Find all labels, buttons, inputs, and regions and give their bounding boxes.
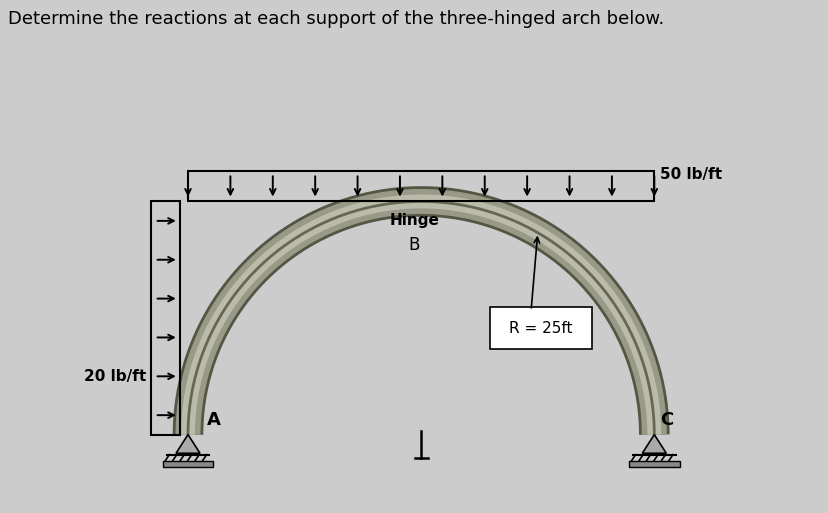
Text: Determine the reactions at each support of the three-hinged arch below.: Determine the reactions at each support … <box>8 10 664 28</box>
Text: R = 25ft: R = 25ft <box>508 321 572 336</box>
FancyBboxPatch shape <box>489 307 592 349</box>
Text: Hinge: Hinge <box>389 213 439 228</box>
Text: B: B <box>408 236 420 254</box>
Text: C: C <box>659 411 672 429</box>
Text: A: A <box>206 411 220 429</box>
Polygon shape <box>642 435 666 453</box>
FancyBboxPatch shape <box>162 461 213 466</box>
Polygon shape <box>176 435 200 453</box>
Text: 20 lb/ft: 20 lb/ft <box>84 369 146 384</box>
Text: 50 lb/ft: 50 lb/ft <box>659 167 721 182</box>
FancyBboxPatch shape <box>628 461 679 466</box>
